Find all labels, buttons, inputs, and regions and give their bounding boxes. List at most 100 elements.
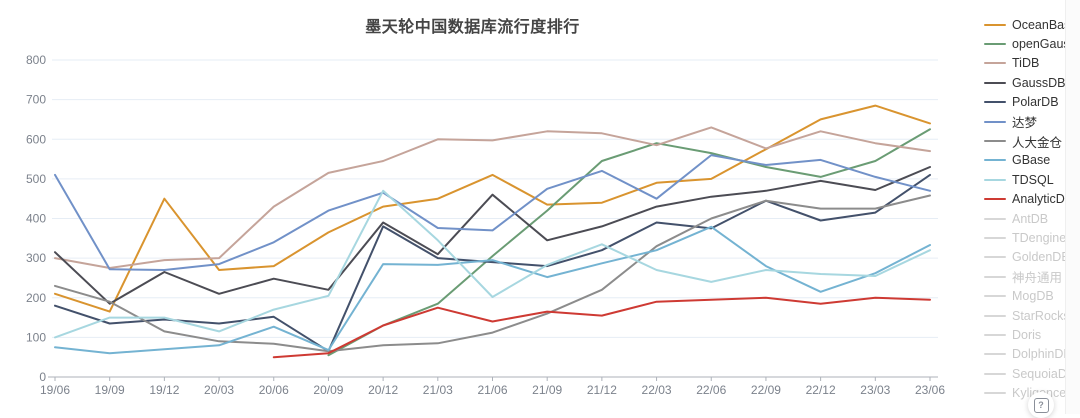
legend-item-TDSQL[interactable]: TDSQL (984, 170, 1080, 189)
legend-line-swatch (984, 159, 1006, 162)
legend-label: GoldenDB (1012, 250, 1070, 265)
legend-label: 神舟通用 (1012, 271, 1063, 286)
legend-label: StarRocks (1012, 308, 1070, 323)
legend-line-swatch (984, 314, 1006, 317)
chart-title: 墨天轮中国数据库流行度排行 (365, 19, 580, 36)
legend-label: OceanBase (1012, 17, 1078, 32)
legend-item-MogDB[interactable]: MogDB (984, 286, 1080, 305)
series-line-GBase (54, 225, 931, 355)
legend-line-swatch (984, 256, 1006, 259)
legend-line-swatch (984, 217, 1006, 220)
legend-item-达梦[interactable]: 达梦 (984, 112, 1080, 131)
x-axis-tick-label: 20/06 (259, 383, 289, 397)
series-line-达梦 (54, 154, 931, 271)
legend-item-DolphinDB[interactable]: DolphinDB (984, 345, 1080, 364)
series-line-AnalyticDB (272, 296, 931, 359)
x-axis-tick-label: 22/12 (806, 383, 836, 397)
legend-label: MogDB (1012, 289, 1054, 304)
x-axis-tick-label: 20/12 (368, 383, 398, 397)
legend-line-swatch (984, 101, 1006, 104)
legend-label: PolarDB (1012, 95, 1059, 110)
legend-label: TDSQL (1012, 172, 1054, 187)
legend-item-GaussDB[interactable]: GaussDB (984, 73, 1080, 92)
legend-line-swatch (984, 62, 1006, 65)
legend-item-GoldenDB[interactable]: GoldenDB (984, 248, 1080, 267)
legend-line-swatch (984, 333, 1006, 336)
y-axis-tick-label: 500 (26, 172, 46, 186)
y-axis-tick-label: 700 (26, 93, 46, 107)
legend-item-SequoiaDB[interactable]: SequoiaDB (984, 364, 1080, 383)
x-axis-tick-label: 21/12 (587, 383, 617, 397)
legend-item-神舟通用[interactable]: 神舟通用 (984, 267, 1080, 286)
legend-item-Doris[interactable]: Doris (984, 325, 1080, 344)
legend-item-TiDB[interactable]: TiDB (984, 54, 1080, 73)
series-line-OceanBase (54, 104, 931, 313)
series-line-TiDB (54, 126, 931, 269)
legend-item-openGauss[interactable]: openGauss (984, 34, 1080, 53)
chart-legend: OceanBase openGauss TiDB GaussDB PolarDB 达梦人大… (984, 15, 1080, 403)
x-axis-tick-label: 22/09 (751, 383, 781, 397)
legend-item-AnalyticDB[interactable]: AnalyticDB (984, 190, 1080, 209)
y-axis-tick-label: 300 (26, 251, 46, 265)
legend-line-swatch (984, 275, 1006, 278)
x-axis-tick-label: 20/03 (204, 383, 234, 397)
legend-label: GBase (1012, 153, 1051, 168)
legend-label: openGauss (1012, 37, 1076, 52)
x-axis-tick-label: 20/09 (313, 383, 343, 397)
series-line-openGauss (327, 128, 931, 357)
series-line-GaussDB (54, 166, 931, 305)
legend-label: GaussDB (1012, 75, 1066, 90)
legend-item-PolarDB[interactable]: PolarDB (984, 93, 1080, 112)
legend-item-人大金仓[interactable]: 人大金仓 (984, 131, 1080, 150)
legend-line-swatch (984, 140, 1006, 143)
legend-line-swatch (984, 23, 1006, 26)
x-axis-tick-label: 19/12 (149, 383, 179, 397)
legend-item-TDengine[interactable]: TDengine (984, 228, 1080, 247)
x-axis-tick-label: 19/06 (40, 383, 70, 397)
x-axis-tick-label: 21/03 (423, 383, 453, 397)
legend-item-GBase[interactable]: GBase (984, 151, 1080, 170)
legend-line-swatch (984, 178, 1006, 181)
legend-label: TDengine (1012, 230, 1067, 245)
x-axis-tick-label: 22/06 (696, 383, 726, 397)
legend-line-swatch (984, 392, 1006, 395)
legend-label: TiDB (1012, 56, 1040, 71)
legend-label: AnalyticDB (1012, 192, 1074, 207)
legend-line-swatch (984, 120, 1006, 123)
legend-line-swatch (984, 372, 1006, 375)
x-axis-tick-label: 22/03 (642, 383, 672, 397)
series-line-PolarDB (54, 173, 931, 353)
x-axis-tick-label: 21/06 (477, 383, 507, 397)
legend-label: 人大金仓 (1012, 135, 1063, 150)
y-axis-tick-label: 0 (39, 370, 46, 384)
page-scroll-gutter (1065, 0, 1080, 414)
y-axis-tick-label: 200 (26, 291, 46, 305)
legend-label: DolphinDB (1012, 347, 1072, 362)
legend-line-swatch (984, 295, 1006, 298)
y-axis-tick-label: 400 (26, 212, 46, 226)
legend-label: AntDB (1012, 211, 1049, 226)
legend-item-AntDB[interactable]: AntDB (984, 209, 1080, 228)
legend-line-swatch (984, 353, 1006, 356)
legend-line-swatch (984, 43, 1006, 46)
legend-label: Doris (1012, 327, 1042, 342)
series-line-TDSQL (54, 189, 931, 339)
legend-label: SequoiaDB (1012, 366, 1076, 381)
y-axis-tick-label: 800 (26, 53, 46, 67)
x-axis-tick-label: 21/09 (532, 383, 562, 397)
x-axis-tick-label: 19/09 (95, 383, 125, 397)
legend-line-swatch (984, 236, 1006, 239)
legend-line-swatch (984, 198, 1006, 201)
series-line-人大金仓 (54, 194, 931, 353)
y-axis-tick-label: 600 (26, 132, 46, 146)
legend-line-swatch (984, 81, 1006, 84)
help-button[interactable]: ? (1028, 392, 1054, 418)
x-axis-tick-label: 23/06 (915, 383, 945, 397)
line-chart-plot: 0 100 200 300 400 500 600 700 800 19/06 19/09 19/12… (26, 53, 945, 397)
legend-item-OceanBase[interactable]: OceanBase (984, 15, 1080, 34)
question-mark-icon: ? (1033, 397, 1049, 413)
legend-item-StarRocks[interactable]: StarRocks (984, 306, 1080, 325)
legend-label: 达梦 (1012, 116, 1038, 131)
x-axis-tick-label: 23/03 (860, 383, 890, 397)
